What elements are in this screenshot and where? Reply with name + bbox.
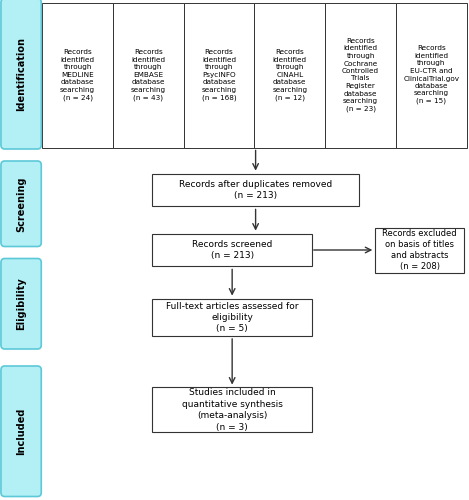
Bar [152, 298, 312, 336]
Bar [152, 174, 359, 206]
Text: Records after duplicates removed
(n = 213): Records after duplicates removed (n = 21… [179, 180, 332, 200]
FancyBboxPatch shape [1, 161, 41, 246]
Bar [184, 2, 254, 148]
Text: Records
identified
through
Cochrane
Controlled
Trials
Register
database
searchin: Records identified through Cochrane Cont… [342, 38, 379, 112]
FancyBboxPatch shape [1, 366, 41, 496]
FancyBboxPatch shape [1, 0, 41, 149]
Text: Records excluded
on basis of titles
and abstracts
(n = 208): Records excluded on basis of titles and … [382, 229, 457, 271]
Text: Records
identified
through
MEDLINE
database
searching
(n = 24): Records identified through MEDLINE datab… [60, 50, 95, 101]
Text: Full-text articles assessed for
eligibility
(n = 5): Full-text articles assessed for eligibil… [166, 302, 298, 334]
Text: Screening: Screening [16, 176, 26, 232]
Bar [152, 234, 312, 266]
Bar [396, 2, 467, 148]
Text: Eligibility: Eligibility [16, 278, 26, 330]
Text: Records
identified
through
EMBASE
database
searching
(n = 43): Records identified through EMBASE databa… [131, 50, 166, 101]
Text: Records
identified
through
PsycINFO
database
searching
(n = 168): Records identified through PsycINFO data… [202, 50, 237, 101]
Bar [113, 2, 184, 148]
Bar [325, 2, 396, 148]
Text: Records
identified
through
EU-CTR and
ClinicalTrial.gov
database
searching
(n = : Records identified through EU-CTR and Cl… [403, 46, 459, 104]
Text: Studies included in
quantitative synthesis
(meta-analysis)
(n = 3): Studies included in quantitative synthes… [182, 388, 283, 432]
Text: Included: Included [16, 408, 26, 455]
Text: Identification: Identification [16, 37, 26, 111]
Bar [375, 228, 464, 272]
Text: Records
identified
through
CINAHL
database
searching
(n = 12): Records identified through CINAHL databa… [272, 50, 307, 101]
FancyBboxPatch shape [1, 258, 41, 349]
Bar [254, 2, 325, 148]
Bar [152, 388, 312, 432]
Text: Records screened
(n = 213): Records screened (n = 213) [192, 240, 272, 260]
Bar [42, 2, 113, 148]
